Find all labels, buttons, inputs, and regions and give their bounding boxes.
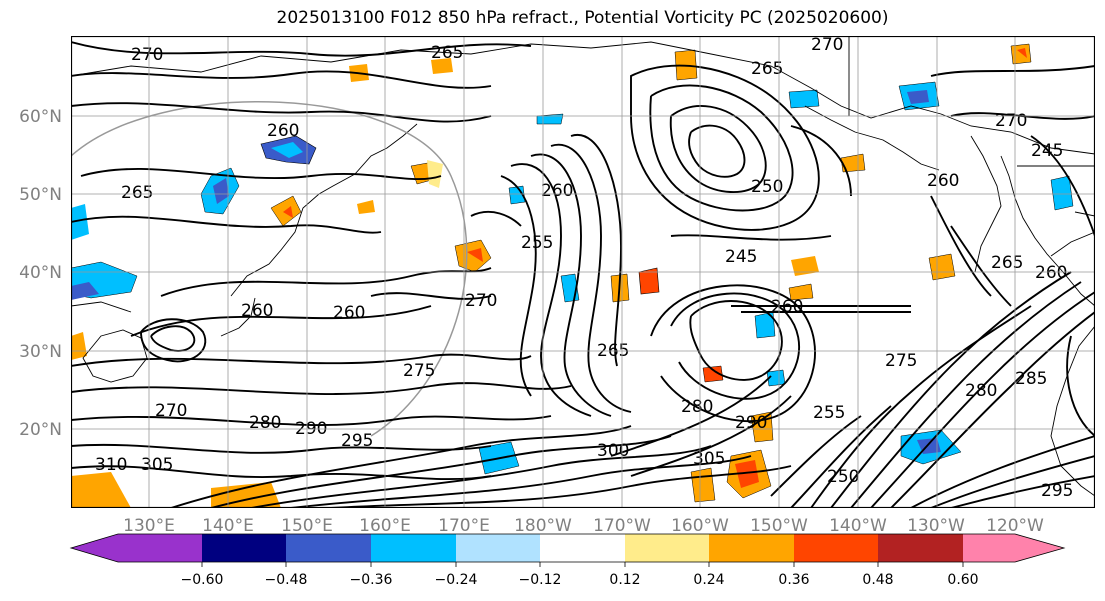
colorbar-tick-label: 0.60 [947,572,978,588]
colorbar-segment [625,534,709,562]
contour-label: 295 [341,431,373,451]
colorbar-segment [71,534,118,562]
contour-label: 280 [965,381,997,401]
colorbar-segment [540,534,625,562]
colorbar-tick-label: 0.36 [778,572,809,588]
colorbar-segment [794,534,878,562]
lat-label: 60°N [19,107,62,127]
contour-label: 280 [681,397,713,417]
contour-label: 260 [771,297,803,317]
colorbar-segment [709,534,794,562]
contour-label: 265 [121,183,153,203]
contour-label: 270 [155,401,187,421]
contour-label: 305 [693,449,725,469]
colorbar-tick-label: −0.12 [519,572,562,588]
contour-label: 250 [827,467,859,487]
contour-label: 260 [241,301,273,321]
colorbar-segment [456,534,540,562]
colorbar: −0.60 −0.48 −0.36 −0.24 −0.12 0.12 0.24 … [69,533,1066,588]
colorbar-segment [1015,534,1064,562]
contour-label: 255 [521,233,553,253]
colorbar-segment [371,534,456,562]
contour-lines [71,41,1095,508]
colorbar-segment [286,534,371,562]
contour-label: 290 [735,413,767,433]
contour-label: 260 [267,121,299,141]
colorbar-segment [202,534,286,562]
colorbar-tick-label: −0.48 [265,572,308,588]
contour-label: 245 [725,247,757,267]
colorbar-outline [69,533,1066,563]
colorbar-segment [878,534,963,562]
contour-label: 265 [751,59,783,79]
contour-label: 265 [431,43,463,63]
contour-label: 245 [1031,141,1063,161]
graticule [71,36,1095,508]
colorbar-tick-label: −0.60 [181,572,224,588]
pv-shading [71,43,1074,508]
contour-label: 275 [885,351,917,371]
contour-label: 260 [1035,263,1067,283]
contour-label: 300 [597,441,629,461]
contour-label: 270 [465,291,497,311]
lat-label: 40°N [19,263,62,283]
contour-label: 260 [927,171,959,191]
contour-label: 305 [141,455,173,475]
contour-label: 285 [1015,369,1047,389]
contour-label: 270 [131,45,163,65]
contour-label: 255 [813,403,845,423]
contour-label: 260 [333,303,365,323]
lat-label: 30°N [19,342,62,362]
colorbar-tick-label: 0.24 [693,572,724,588]
lat-label: 20°N [19,420,62,440]
contour-label: 265 [991,253,1023,273]
colorbar-tick-label: −0.24 [435,572,478,588]
contour-label: 310 [95,455,127,475]
colorbar-tick-label: −0.36 [350,572,393,588]
map-title: 2025013100 F012 850 hPa refract., Potent… [276,8,889,28]
colorbar-segment [118,534,202,562]
colorbar-tick-label: 0.12 [609,572,640,588]
contour-label: 270 [811,36,843,55]
colorbar-segment [963,534,1015,562]
guide-circle [71,101,468,437]
contour-label: 250 [751,177,783,197]
map-panel: 270 265 260 265 260 260 270 270 275 280 … [71,36,1095,508]
contour-label: 275 [403,361,435,381]
contour-label: 270 [995,111,1027,131]
contour-label: 295 [1041,481,1073,501]
contour-label: 280 [249,413,281,433]
map-frame [71,36,1095,508]
lat-label: 50°N [19,185,62,205]
colorbar-tick-label: 0.48 [862,572,893,588]
contour-label: 260 [541,181,573,201]
